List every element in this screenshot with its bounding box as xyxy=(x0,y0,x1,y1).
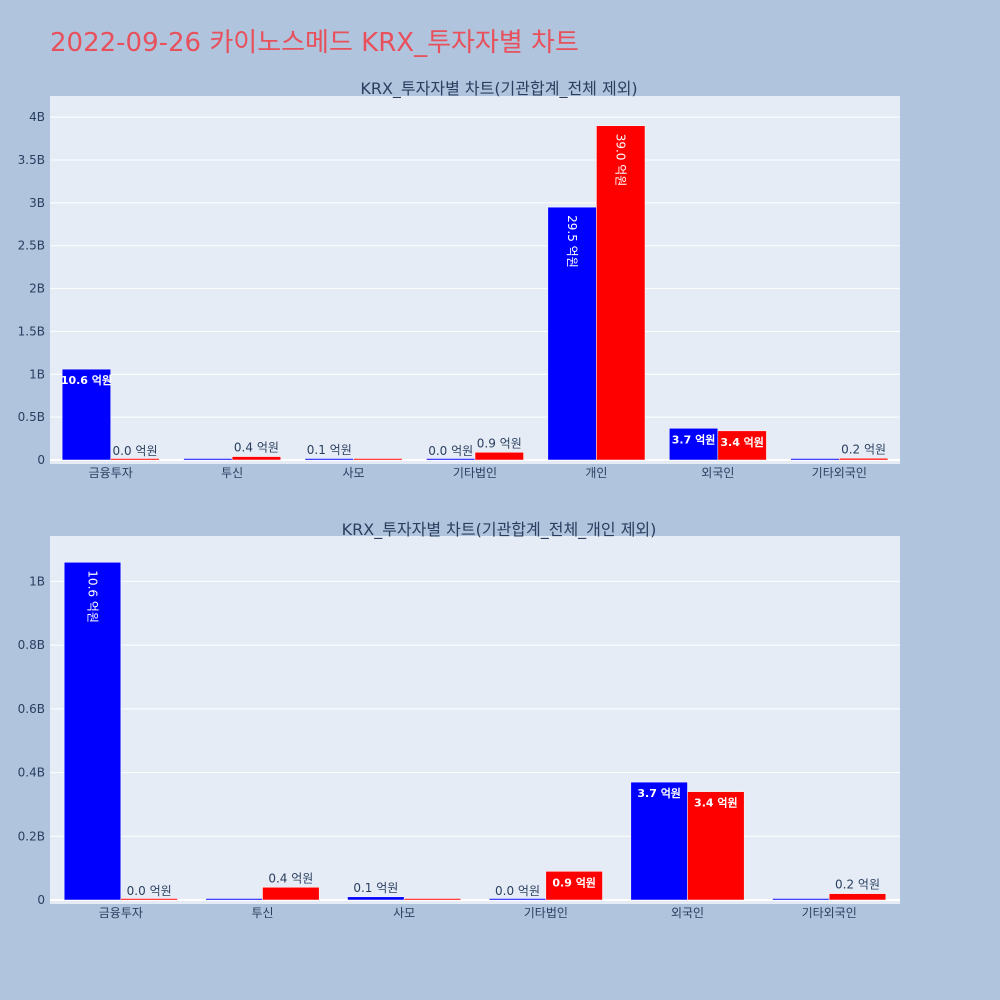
x-tick-label: 사모 xyxy=(393,906,415,920)
bar xyxy=(110,458,160,461)
bar xyxy=(304,458,354,461)
data-label: 3.4 억원 xyxy=(694,796,738,810)
data-label: 3.4 억원 xyxy=(720,435,764,449)
bar xyxy=(772,898,830,901)
y-tick-label: 0.2B xyxy=(18,829,45,843)
y-tick-label: 0 xyxy=(37,453,45,467)
data-label: 3.7 억원 xyxy=(637,786,681,800)
x-tick-label: 기타법인 xyxy=(453,466,497,480)
data-label: 3.7 억원 xyxy=(672,432,716,446)
x-tick-label: 투신 xyxy=(221,466,243,480)
data-label: 0.4 억원 xyxy=(268,871,313,885)
bar xyxy=(61,368,111,461)
data-label: 0.0 억원 xyxy=(113,444,158,458)
y-tick-label: 3.5B xyxy=(18,153,45,167)
bar xyxy=(403,898,462,901)
bar xyxy=(205,898,263,901)
y-tick-label: 1B xyxy=(29,367,45,381)
bar xyxy=(231,456,281,461)
x-tick-label: 사모 xyxy=(343,466,365,480)
plot-area xyxy=(50,536,900,904)
y-tick-label: 0.4B xyxy=(18,766,45,780)
y-tick-label: 0 xyxy=(37,893,45,907)
x-tick-label: 기타법인 xyxy=(524,906,568,920)
data-label: 0.1 억원 xyxy=(307,443,352,457)
chart-title: KRX_투자자별 차트(기관합계_전체_개인 제외) xyxy=(342,520,657,540)
bar xyxy=(669,428,719,461)
data-label: 0.1 억원 xyxy=(353,881,398,895)
x-tick-label: 기타외국인 xyxy=(812,466,867,480)
y-tick-label: 1.5B xyxy=(18,324,45,338)
data-label: 0.2 억원 xyxy=(835,878,880,892)
bar xyxy=(474,452,524,461)
x-tick-label: 개인 xyxy=(585,466,607,480)
chart-title: KRX_투자자별 차트(기관합계_전체 제외) xyxy=(360,79,637,99)
data-label: 39.0 억원 xyxy=(614,134,628,187)
data-label: 29.5 억원 xyxy=(565,215,579,268)
data-label: 10.6 억원 xyxy=(61,373,112,387)
bar xyxy=(63,562,122,901)
bar xyxy=(488,898,547,901)
x-tick-label: 기타외국인 xyxy=(802,906,857,920)
y-tick-label: 3B xyxy=(29,196,45,210)
y-tick-label: 0.5B xyxy=(18,410,45,424)
y-tick-label: 0.6B xyxy=(18,702,45,716)
data-label: 0.0 억원 xyxy=(127,884,172,898)
data-label: 0.9 억원 xyxy=(477,436,522,450)
bar xyxy=(545,871,603,901)
y-tick-label: 2B xyxy=(29,282,45,296)
bar xyxy=(596,125,646,461)
y-tick-label: 1B xyxy=(29,574,45,588)
bar xyxy=(687,791,745,901)
chart-1: KRX_투자자별 차트(기관합계_전체 제외) 0 0.5B 1B 1.5B 2B 2.5B… xyxy=(18,79,900,480)
bar xyxy=(120,898,178,901)
x-tick-label: 금융투자 xyxy=(89,466,133,480)
bar xyxy=(839,458,889,461)
y-tick-label: 0.8B xyxy=(18,638,45,652)
y-tick-label: 4B xyxy=(29,110,45,124)
bar xyxy=(717,430,767,461)
data-label: 0.2 억원 xyxy=(841,442,886,456)
x-tick-label: 금융투자 xyxy=(99,906,143,920)
bar xyxy=(426,458,476,461)
x-tick-label: 외국인 xyxy=(671,906,704,920)
bar xyxy=(630,781,688,901)
bar xyxy=(353,458,403,461)
bar xyxy=(547,206,597,461)
bar xyxy=(262,887,320,901)
chart-2: KRX_투자자별 차트(기관합계_전체_개인 제외) 0 0.2B 0.4B 0.6B 0… xyxy=(18,520,900,920)
x-tick-label: 투신 xyxy=(251,906,273,920)
bar xyxy=(828,893,887,901)
page-title: 2022-09-26 카이노스메드 KRX_투자자별 차트 xyxy=(50,28,579,58)
data-label: 0.0 억원 xyxy=(428,444,473,458)
bar xyxy=(183,458,233,461)
plot-area xyxy=(50,96,900,464)
y-tick-label: 2.5B xyxy=(18,239,45,253)
data-label: 0.9 억원 xyxy=(552,875,596,889)
x-tick-label: 외국인 xyxy=(701,466,734,480)
data-label: 0.0 억원 xyxy=(495,884,540,898)
bar xyxy=(347,896,405,901)
data-label: 0.4 억원 xyxy=(234,441,279,455)
bar xyxy=(790,458,840,461)
data-label: 10.6 억원 xyxy=(86,570,100,623)
